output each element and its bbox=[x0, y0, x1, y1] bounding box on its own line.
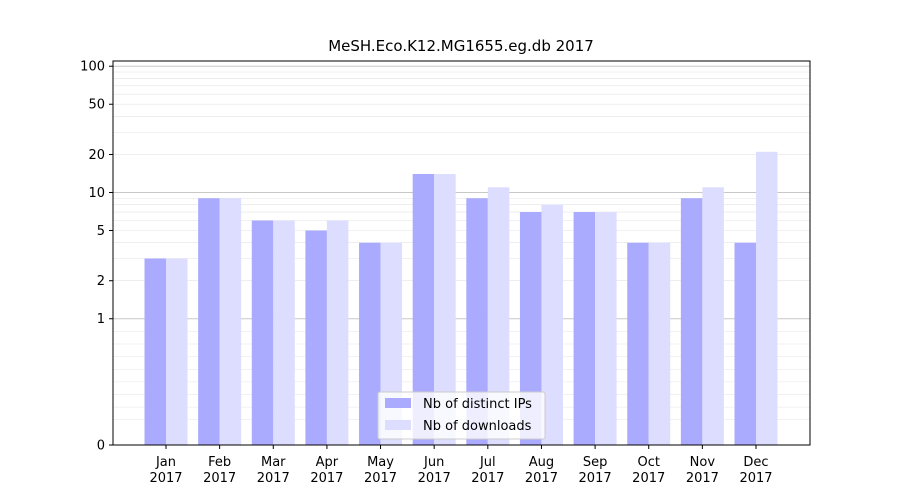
x-tick-label-year: 2017 bbox=[739, 471, 772, 486]
chart-title: MeSH.Eco.K12.MG1655.eg.db 2017 bbox=[328, 37, 594, 55]
y-tick-label: 0 bbox=[97, 439, 105, 454]
bar-distinct-ips-aug bbox=[519, 212, 542, 445]
y-tick-label: 50 bbox=[88, 98, 105, 113]
x-tick-label-month: Oct bbox=[637, 455, 659, 470]
bar-downloads-dec bbox=[756, 151, 778, 445]
bar-distinct-ips-feb bbox=[198, 198, 220, 445]
x-tick-label-year: 2017 bbox=[418, 471, 451, 486]
bar-distinct-ips-mar bbox=[251, 220, 274, 445]
legend: Nb of distinct IPs Nb of downloads bbox=[377, 391, 546, 440]
x-tick-label-month: Apr bbox=[316, 455, 339, 470]
x-tick-label-year: 2017 bbox=[203, 471, 236, 486]
bar-distinct-ips-nov bbox=[680, 198, 703, 445]
bar-downloads-jul bbox=[487, 187, 510, 446]
x-tick-label-year: 2017 bbox=[632, 471, 665, 486]
y-tick-label: 10 bbox=[88, 186, 105, 201]
bar-downloads-feb bbox=[219, 198, 242, 445]
y-tick-label: 1 bbox=[97, 312, 105, 327]
bar-downloads-apr bbox=[326, 220, 349, 445]
bar-downloads-mar bbox=[273, 220, 295, 445]
x-tick-label-month: May bbox=[367, 455, 394, 470]
bar-downloads-oct bbox=[648, 242, 671, 445]
x-tick-label-month: Nov bbox=[690, 455, 716, 470]
x-tick-label-year: 2017 bbox=[149, 471, 182, 486]
x-tick-label-month: Feb bbox=[208, 455, 231, 470]
x-tick-label-month: Jul bbox=[479, 455, 496, 470]
bar-downloads-sep bbox=[595, 212, 617, 445]
x-tick-label-month: Mar bbox=[261, 455, 286, 470]
bar-distinct-ips-dec bbox=[734, 242, 756, 445]
x-axis: Jan2017Feb2017Mar2017Apr2017May2017Jun20… bbox=[149, 445, 773, 486]
legend-box bbox=[377, 391, 546, 440]
x-tick-label-year: 2017 bbox=[525, 471, 558, 486]
bar-downloads-jun bbox=[434, 174, 456, 445]
x-tick-label-year: 2017 bbox=[364, 471, 397, 486]
y-tick-label: 20 bbox=[88, 148, 105, 163]
bar-distinct-ips-sep bbox=[573, 212, 596, 445]
x-tick-label-month: Jan bbox=[155, 455, 176, 470]
bar-distinct-ips-apr bbox=[305, 230, 327, 445]
y-tick-label: 5 bbox=[97, 224, 105, 239]
y-tick-label: 100 bbox=[80, 60, 105, 75]
bar-downloads-aug bbox=[541, 204, 563, 445]
x-tick-label-year: 2017 bbox=[257, 471, 290, 486]
x-tick-label-year: 2017 bbox=[471, 471, 504, 486]
x-tick-label-month: Dec bbox=[743, 455, 768, 470]
bar-downloads-nov bbox=[702, 187, 724, 446]
plot-frame bbox=[112, 60, 811, 446]
legend-swatch-distinct-ips bbox=[385, 398, 411, 408]
bar-distinct-ips-jan bbox=[144, 258, 166, 445]
bar-downloads-jan bbox=[166, 258, 188, 445]
legend-label-distinct-ips: Nb of distinct IPs bbox=[423, 397, 532, 412]
x-tick-label-month: Sep bbox=[583, 455, 608, 470]
bar-distinct-ips-jul bbox=[466, 198, 488, 445]
x-tick-label-year: 2017 bbox=[310, 471, 343, 486]
y-tick-label: 2 bbox=[97, 274, 105, 289]
y-axis: 0 1 2 5 10 20 50 100 bbox=[80, 60, 113, 454]
x-tick-label-month: Aug bbox=[529, 455, 554, 470]
bar-distinct-ips-jun bbox=[412, 174, 435, 445]
x-tick-label-year: 2017 bbox=[579, 471, 612, 486]
bar-distinct-ips-oct bbox=[627, 242, 649, 445]
x-tick-label-year: 2017 bbox=[686, 471, 719, 486]
legend-swatch-downloads bbox=[385, 420, 411, 430]
legend-label-downloads: Nb of downloads bbox=[423, 419, 532, 434]
bars bbox=[144, 151, 778, 446]
x-tick-label-month: Jun bbox=[423, 455, 444, 470]
bar-distinct-ips-may bbox=[359, 242, 381, 445]
